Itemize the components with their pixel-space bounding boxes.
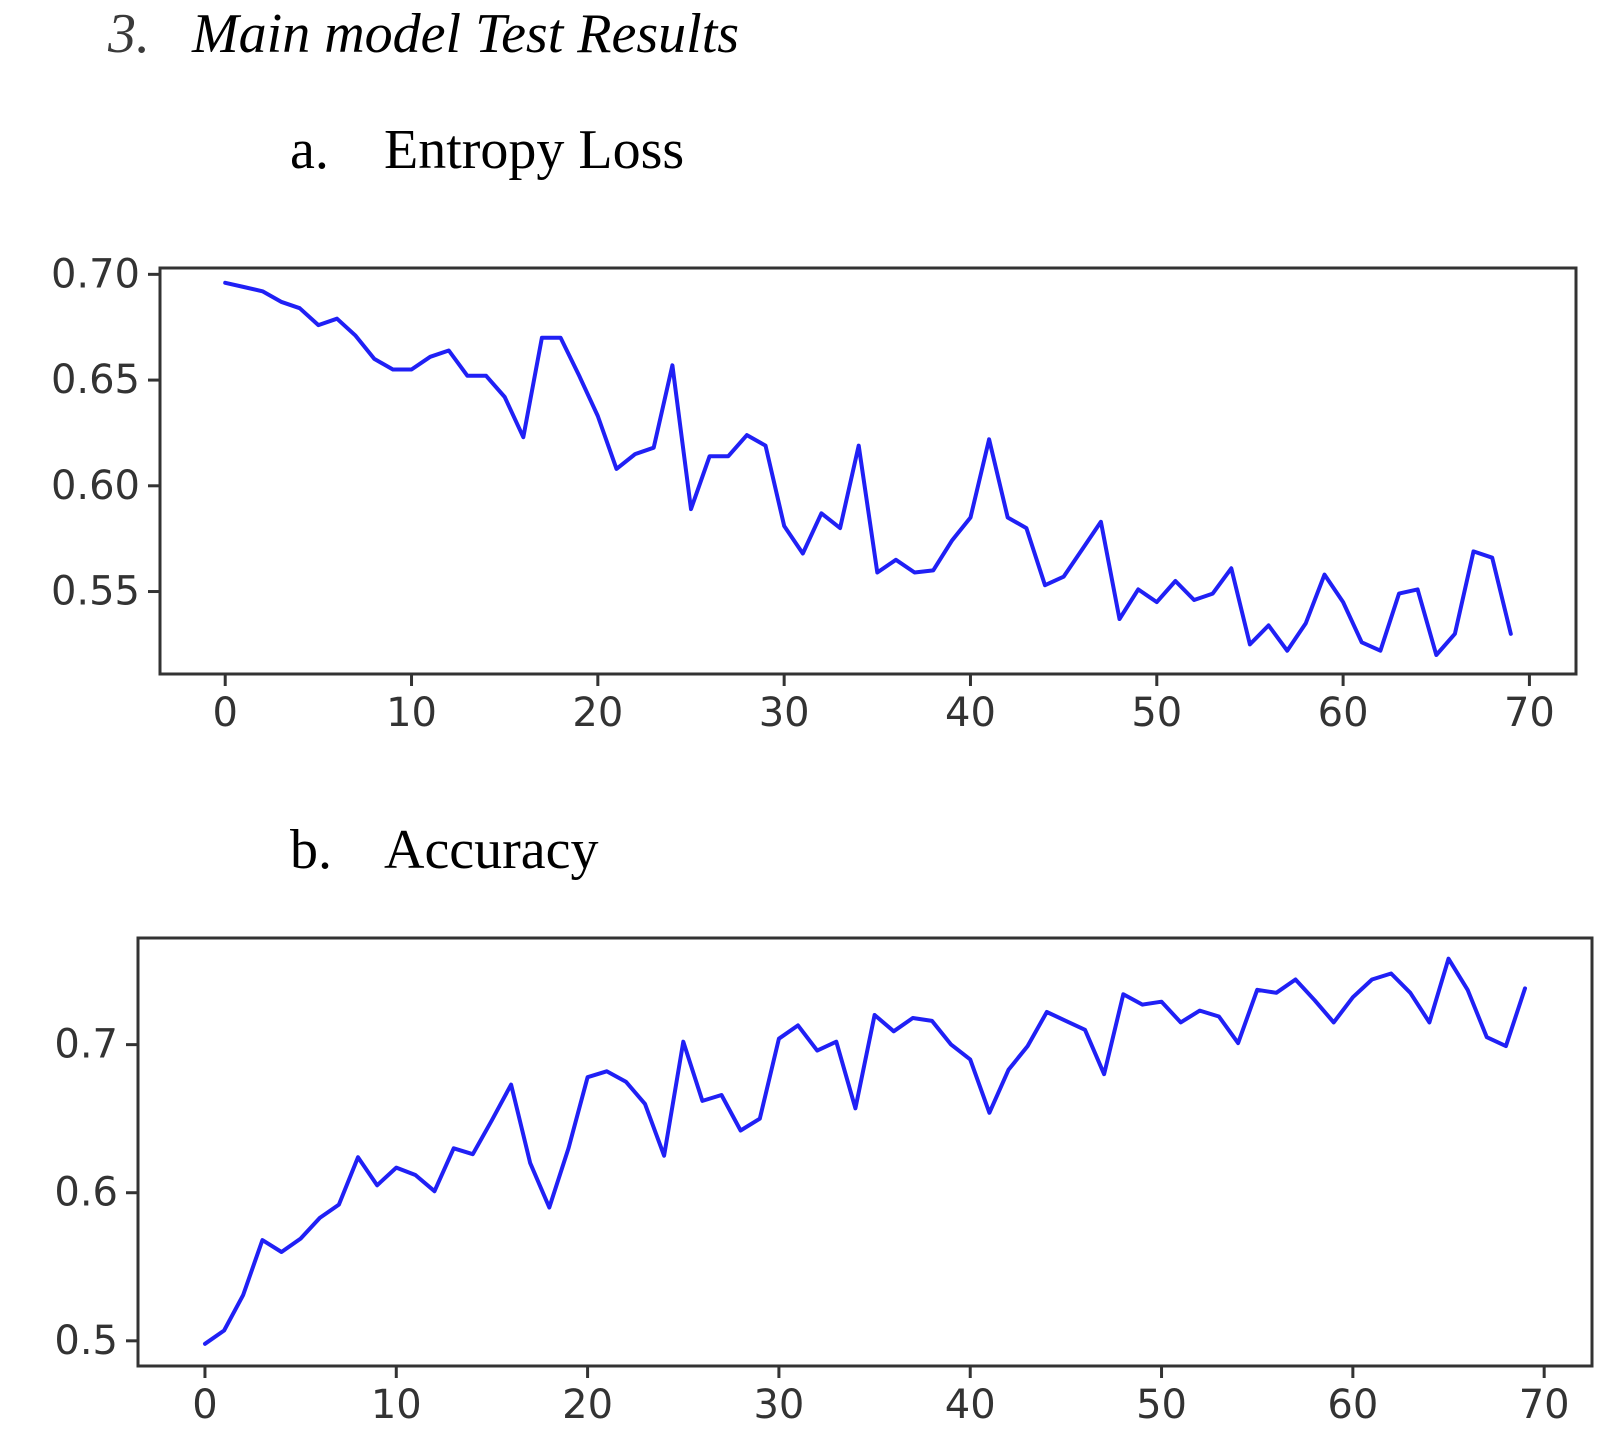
y-tick-label: 0.6: [54, 1170, 118, 1216]
entropy-loss-chart: 0.55 0.60 0.65 0.70 0 10 20 30 40 50 60 70: [51, 251, 1578, 736]
x-tick-label: 10: [386, 690, 437, 736]
y-tick-label: 0.5: [54, 1318, 118, 1364]
x-tick-label: 30: [759, 690, 810, 736]
x-tick-label: 0: [192, 1382, 217, 1428]
x-tick-label: 50: [1131, 690, 1182, 736]
y-tick-label: 0.55: [51, 569, 140, 615]
x-tick-label: 70: [1504, 690, 1555, 736]
accuracy-title: Accuracy: [384, 819, 599, 881]
accuracy-line: [203, 956, 1527, 1346]
x-tick-label: 20: [572, 690, 623, 736]
y-tick-label: 0.7: [54, 1022, 118, 1068]
x-axis: 0 10 20 30 40 50 60 70: [192, 1366, 1570, 1428]
accuracy-heading: b. Accuracy: [290, 818, 599, 882]
y-tick-label: 0.65: [51, 357, 140, 403]
x-tick-label: 20: [562, 1382, 613, 1428]
x-tick-label: 60: [1318, 690, 1369, 736]
x-tick-label: 10: [371, 1382, 422, 1428]
entropy-loss-label: a.: [290, 119, 329, 181]
y-tick-label: 0.70: [51, 251, 140, 297]
x-tick-label: 30: [753, 1382, 804, 1428]
entropy-loss-heading: a. Entropy Loss: [290, 118, 684, 182]
x-tick-label: 60: [1327, 1382, 1378, 1428]
x-axis: 0 10 20 30 40 50 60 70: [212, 674, 1555, 736]
x-tick-label: 0: [212, 690, 237, 736]
accuracy-label: b.: [290, 819, 332, 881]
entropy-loss-title: Entropy Loss: [384, 119, 685, 181]
plot-frame: [136, 936, 1594, 1368]
entropy-loss-line: [223, 280, 1513, 657]
section-heading: 3. Main model Test Results: [108, 2, 739, 66]
x-tick-label: 70: [1519, 1382, 1570, 1428]
section-number: 3.: [108, 3, 150, 65]
x-tick-label: 40: [945, 690, 996, 736]
accuracy-chart: 0.5 0.6 0.7 0 10 20 30 40 50 60 70: [54, 936, 1594, 1428]
section-title: Main model Test Results: [192, 3, 740, 65]
y-tick-label: 0.60: [51, 463, 140, 509]
x-tick-label: 40: [945, 1382, 996, 1428]
x-tick-label: 50: [1136, 1382, 1187, 1428]
plot-frame: [158, 266, 1578, 676]
y-axis: 0.5 0.6 0.7: [54, 1022, 138, 1364]
y-axis: 0.55 0.60 0.65 0.70: [51, 251, 160, 615]
